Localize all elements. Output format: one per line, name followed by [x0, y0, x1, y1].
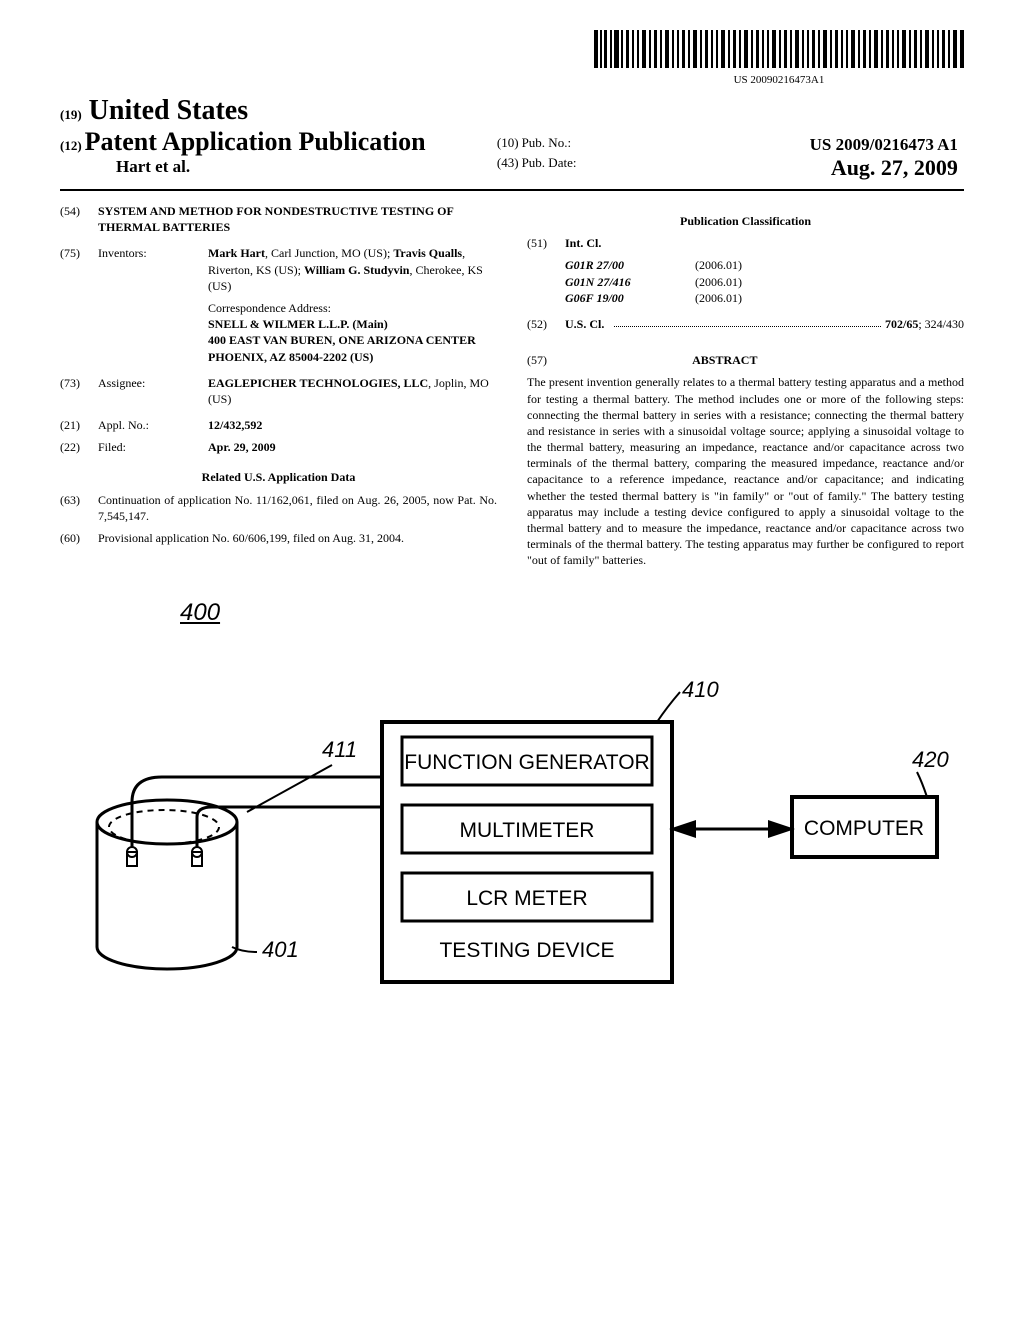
filed-value: Apr. 29, 2009 [208, 439, 497, 455]
patent-page: US 20090216473A1 (19) United States (12)… [0, 0, 1024, 1057]
class-code-0: G01R 27/00 [565, 257, 695, 273]
assignee-code: (73) [60, 375, 98, 407]
pub-no: US 2009/0216473 A1 [810, 135, 958, 155]
appl-label: Appl. No.: [98, 417, 208, 433]
class-row-0: G01R 27/00 (2006.01) [565, 257, 964, 273]
class-year-0: (2006.01) [695, 257, 964, 273]
classification-heading: Publication Classification [527, 213, 964, 229]
title-text: SYSTEM AND METHOD FOR NONDESTRUCTIVE TES… [98, 203, 497, 235]
pub-date-label: Pub. Date: [522, 155, 577, 170]
figure-svg: 411 401 FUNCTION GENERATOR MULTIMETER LC… [72, 657, 952, 1017]
inventors-label: Inventors: [98, 245, 208, 294]
lcr-meter-label: LCR METER [466, 887, 587, 910]
pub-no-code: (10) [497, 135, 519, 150]
related-heading: Related U.S. Application Data [60, 469, 497, 485]
computer-label: COMPUTER [804, 817, 924, 840]
uscl-code: (52) [527, 316, 565, 332]
corr-line1: SNELL & WILMER L.L.P. (Main) [208, 316, 497, 332]
provisional-row: (60) Provisional application No. 60/606,… [60, 530, 497, 546]
uscl-label: U.S. Cl. [565, 316, 604, 332]
inv-name-3: William G. Studyvin [304, 263, 409, 277]
appl-value: 12/432,592 [208, 417, 497, 433]
title-row: (54) SYSTEM AND METHOD FOR NONDESTRUCTIV… [60, 203, 497, 235]
continuation-text: Continuation of application No. 11/162,0… [98, 492, 497, 524]
corr-label: Correspondence Address: [208, 300, 497, 316]
inventors-code: (75) [60, 245, 98, 294]
abstract-heading: ABSTRACT [550, 352, 900, 368]
corr-line3: PHOENIX, AZ 85004-2202 (US) [208, 349, 497, 365]
uscl-rest: ; 324/430 [918, 317, 964, 331]
class-year-1: (2006.01) [695, 274, 964, 290]
header-block: (19) United States (12) Patent Applicati… [60, 95, 964, 181]
title-code: (54) [60, 203, 98, 235]
pub-no-label: Pub. No.: [522, 135, 571, 150]
class-row-1: G01N 27/416 (2006.01) [565, 274, 964, 290]
inventors-value: Mark Hart, Carl Junction, MO (US); Travi… [208, 245, 497, 294]
testing-device-label: TESTING DEVICE [439, 939, 614, 962]
class-row-2: G06F 19/00 (2006.01) [565, 290, 964, 306]
corr-line2: 400 EAST VAN BUREN, ONE ARIZONA CENTER [208, 332, 497, 348]
ref-401: 401 [262, 937, 299, 962]
barcode-svg [594, 30, 964, 68]
ref-411: 411 [322, 737, 357, 762]
pub-date-code: (43) [497, 155, 519, 170]
class-year-2: (2006.01) [695, 290, 964, 306]
assignee-label: Assignee: [98, 375, 208, 407]
barcode-text: US 20090216473A1 [594, 74, 964, 86]
assignee-name: EAGLEPICHER TECHNOLOGIES, LLC [208, 376, 428, 390]
correspondence-block: Correspondence Address: SNELL & WILMER L… [208, 300, 497, 365]
continuation-code: (63) [60, 492, 98, 524]
function-generator-label: FUNCTION GENERATOR [404, 751, 649, 774]
class-code-2: G06F 19/00 [565, 290, 695, 306]
pub-title: Patent Application Publication [85, 127, 426, 156]
battery-cylinder [97, 777, 382, 969]
divider [60, 189, 964, 191]
inventors-row: (75) Inventors: Mark Hart, Carl Junction… [60, 245, 497, 294]
intcl-label: Int. Cl. [565, 235, 601, 251]
filed-code: (22) [60, 439, 98, 455]
multimeter-label: MULTIMETER [460, 819, 595, 842]
inv-loc-1: , Carl Junction, MO (US); [265, 246, 393, 260]
country: United States [89, 95, 248, 127]
uscl-row: (52) U.S. Cl. 702/65; 324/430 [527, 316, 964, 332]
abstract-header-row: (57) ABSTRACT [527, 352, 964, 368]
country-code: (19) [60, 107, 82, 122]
assignee-value: EAGLEPICHER TECHNOLOGIES, LLC, Joplin, M… [208, 375, 497, 407]
provisional-text: Provisional application No. 60/606,199, … [98, 530, 497, 546]
class-code-1: G01N 27/416 [565, 274, 695, 290]
abstract-code: (57) [527, 353, 547, 367]
intcl-code: (51) [527, 235, 565, 251]
continuation-row: (63) Continuation of application No. 11/… [60, 492, 497, 524]
body-columns: (54) SYSTEM AND METHOD FOR NONDESTRUCTIV… [60, 203, 964, 569]
appl-row: (21) Appl. No.: 12/432,592 [60, 417, 497, 433]
assignee-row: (73) Assignee: EAGLEPICHER TECHNOLOGIES,… [60, 375, 497, 407]
uscl-bold: 702/65 [885, 317, 918, 331]
barcode: US 20090216473A1 [594, 30, 964, 86]
appl-code: (21) [60, 417, 98, 433]
intcl-row: (51) Int. Cl. [527, 235, 964, 251]
figure-area: 400 [60, 599, 964, 1017]
pub-code: (12) [60, 138, 82, 153]
pub-date: Aug. 27, 2009 [831, 155, 958, 181]
ref-420: 420 [912, 747, 949, 772]
abstract-text: The present invention generally relates … [527, 374, 964, 568]
barcode-block: US 20090216473A1 [60, 30, 964, 87]
ref-410: 410 [682, 677, 719, 702]
filed-row: (22) Filed: Apr. 29, 2009 [60, 439, 497, 455]
authors-line: Hart et al. [116, 157, 494, 177]
inv-name-2: Travis Qualls [393, 246, 462, 260]
left-column: (54) SYSTEM AND METHOD FOR NONDESTRUCTIV… [60, 203, 497, 569]
ref-400: 400 [180, 599, 964, 627]
right-column: Publication Classification (51) Int. Cl.… [527, 203, 964, 569]
provisional-code: (60) [60, 530, 98, 546]
filed-label: Filed: [98, 439, 208, 455]
uscl-dots [614, 316, 881, 327]
uscl-value: 702/65; 324/430 [885, 316, 964, 332]
inv-name-1: Mark Hart [208, 246, 265, 260]
